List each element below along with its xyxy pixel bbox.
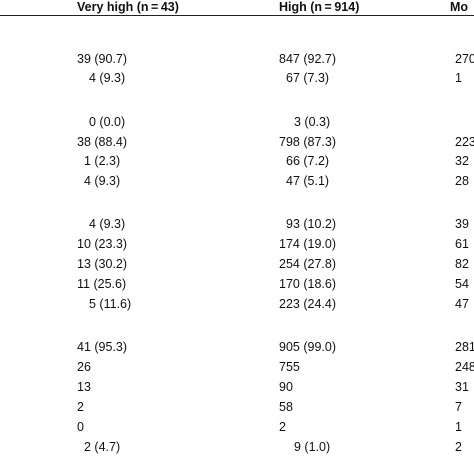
header-rule [0, 15, 474, 16]
cell-moderate: 281 [455, 340, 474, 354]
cell-very-high: 4 (9.3) [89, 71, 126, 85]
cell-high: 93 (10.2) [286, 217, 337, 231]
cell-very-high: 4 (9.3) [84, 174, 121, 188]
cell-high: 3 (0.3) [294, 115, 331, 129]
cell-moderate: 32 [455, 154, 469, 168]
cell-moderate: 1 [455, 71, 462, 85]
cell-very-high: 4 (9.3) [89, 217, 126, 231]
cell-very-high: 0 (0.0) [89, 115, 126, 129]
cell-very-high: 38 (88.4) [77, 135, 128, 149]
cell-very-high: 11 (25.6) [77, 277, 127, 291]
cell-moderate: 248 [455, 360, 474, 374]
cell-moderate: 54 [455, 277, 469, 291]
cell-moderate: 47 [455, 297, 469, 311]
cell-high: 174 (19.0) [279, 237, 336, 251]
cell-high: 9 (1.0) [294, 440, 331, 454]
cell-very-high: 39 (90.7) [77, 52, 128, 66]
cell-very-high: 5 (11.6) [89, 297, 132, 311]
cell-very-high: 13 [77, 380, 91, 394]
cell-moderate: 270 [455, 52, 474, 66]
cell-high: 170 (18.6) [279, 277, 336, 291]
column-header-high: High (n = 914) [279, 0, 360, 14]
column-header-moderate: Mo [450, 0, 469, 14]
cell-high: 66 (7.2) [286, 154, 330, 168]
cell-high: 254 (27.8) [279, 257, 336, 271]
cell-high: 58 [279, 400, 293, 414]
cell-very-high: 2 (4.7) [84, 440, 121, 454]
cell-high: 905 (99.0) [279, 340, 336, 354]
cell-moderate: 31 [455, 380, 469, 394]
cell-high: 798 (87.3) [279, 135, 336, 149]
cell-moderate: 2 [455, 440, 462, 454]
cell-high: 755 [279, 360, 300, 374]
cell-high: 47 (5.1) [286, 174, 330, 188]
cell-moderate: 39 [455, 217, 469, 231]
cell-high: 223 (24.4) [279, 297, 336, 311]
cell-very-high: 2 [77, 400, 84, 414]
cell-moderate: 82 [455, 257, 469, 271]
cell-high: 67 (7.3) [286, 71, 330, 85]
cell-moderate: 61 [455, 237, 469, 251]
cell-very-high: 13 (30.2) [77, 257, 128, 271]
cell-very-high: 1 (2.3) [84, 154, 121, 168]
cell-moderate: 1 [455, 420, 462, 434]
cell-very-high: 0 [77, 420, 84, 434]
cell-high: 847 (92.7) [279, 52, 336, 66]
cell-very-high: 26 [77, 360, 91, 374]
cell-high: 2 [279, 420, 286, 434]
cell-high: 90 [279, 380, 293, 394]
column-header-very-high: Very high (n = 43) [77, 0, 179, 14]
cell-moderate: 223 [455, 135, 474, 149]
cell-very-high: 41 (95.3) [77, 340, 128, 354]
cell-moderate: 7 [455, 400, 462, 414]
cell-moderate: 28 [455, 174, 469, 188]
cell-very-high: 10 (23.3) [77, 237, 128, 251]
